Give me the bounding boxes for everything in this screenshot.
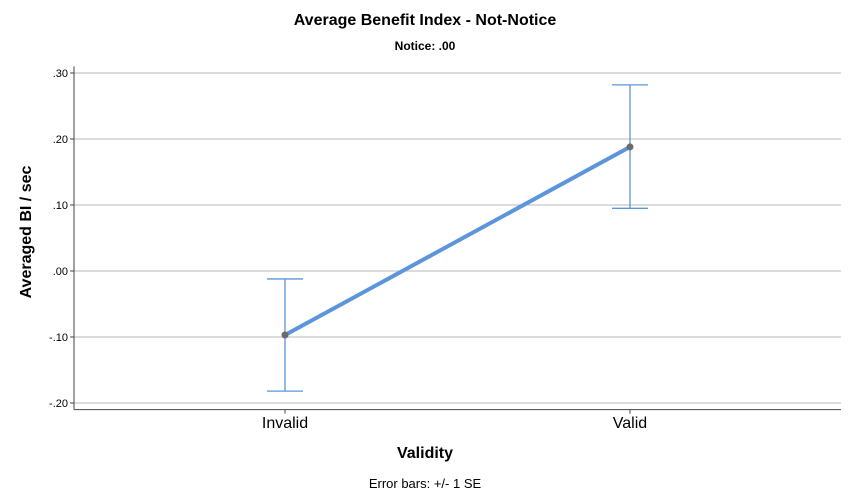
series-group [267, 84, 648, 392]
y-tick-label: .30 [53, 68, 68, 80]
y-tick-label: .10 [53, 200, 68, 212]
y-tick-label: -.10 [49, 332, 68, 344]
y-tick-label: -.20 [49, 398, 68, 410]
x-axis-title: Validity [397, 445, 453, 462]
footnote: Error bars: +/- 1 SE [369, 476, 482, 491]
data-point [281, 331, 289, 339]
y-axis-title: Averaged BI / sec [18, 166, 35, 299]
gridlines [74, 72, 841, 404]
data-point [626, 143, 634, 151]
chart-title: Average Benefit Index - Not-Notice [294, 12, 557, 29]
y-tick-label: .20 [53, 134, 68, 146]
x-tick-label: Invalid [262, 415, 308, 432]
y-tick-label: .00 [53, 266, 68, 278]
y-axis-ticks: .30 .20 .10 .00 -.10 -.20 [49, 68, 74, 410]
series-line [283, 144, 632, 338]
chart-subtitle: Notice: .00 [395, 39, 456, 53]
x-axis-ticks: Invalid Valid [262, 409, 647, 432]
x-tick-label: Valid [613, 415, 647, 432]
